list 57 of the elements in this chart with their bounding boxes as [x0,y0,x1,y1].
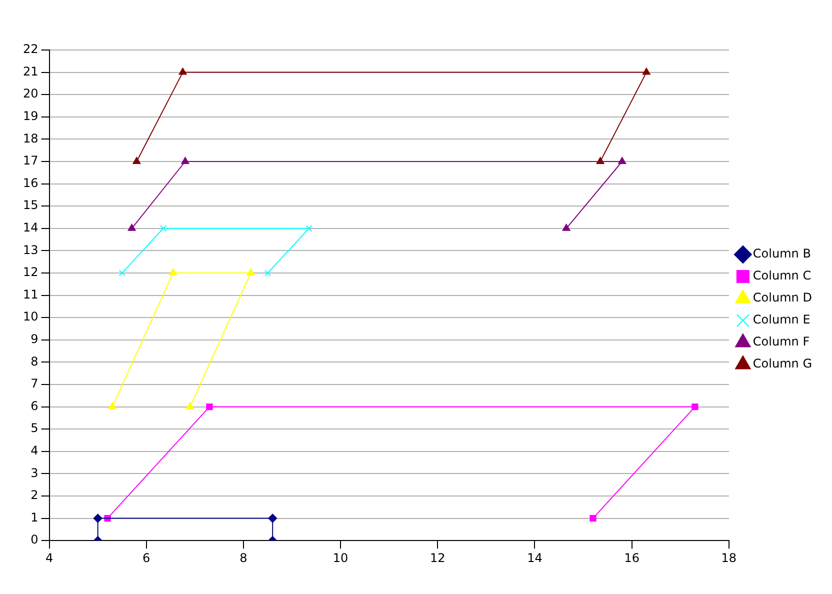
point [118,270,126,276]
y-tick-label: 10 [22,310,38,324]
point [108,402,116,410]
x-tick-label: 10 [332,550,348,565]
y-tick-label: 3 [30,466,38,480]
y-tick-label: 15 [22,198,38,212]
point [132,157,141,164]
y-tick-label: 1 [30,510,38,524]
point [128,224,136,231]
point [562,224,570,231]
y-tick-label: 8 [30,354,38,368]
x-tick-label: 6 [142,550,150,565]
y-tick-label: 12 [22,265,38,280]
y-tick-label: 0 [30,532,38,547]
point [618,157,626,164]
point [206,403,213,410]
legend-label: Column D [752,290,812,305]
point [169,268,178,276]
point [692,403,698,410]
legend-label: Column B [752,246,811,261]
point [186,402,194,410]
y-tick-label: 13 [22,242,38,257]
legend-label: Column F [752,334,810,349]
point [642,68,650,75]
x-tick-label: 8 [240,550,248,565]
legend-label: Column C [752,268,812,283]
y-tick-label: 5 [30,421,38,436]
legend-label: Column E [752,312,810,327]
y-tick-label: 17 [22,154,38,168]
y-tick-label: 21 [22,64,38,78]
point [590,514,596,522]
x-tick-label: 18 [721,550,737,565]
y-tick-label: 22 [22,42,38,56]
y-tick-label: 2 [30,488,38,502]
y-tick-label: 14 [22,220,38,235]
x-tick-label: 4 [45,550,54,565]
y-tick-label: 19 [22,109,38,124]
y-tick-label: 20 [22,86,38,101]
x-tick-label: 12 [430,550,446,565]
point [246,268,255,276]
y-tick-label: 11 [22,287,38,302]
point [93,514,102,523]
y-tick-label: 6 [30,398,38,413]
point [181,157,190,164]
point [306,225,312,232]
x-tick-label: 16 [624,550,640,565]
x-tick-label: 14 [527,550,542,565]
point [178,68,187,75]
point [264,270,272,276]
y-tick-label: 9 [30,332,38,346]
y-tick-label: 18 [22,131,38,146]
y-tick-label: 7 [30,376,38,391]
y-tick-label: 16 [22,176,38,190]
legend-label: Column G [752,356,812,371]
point [268,514,278,523]
point [160,225,167,232]
y-tick-label: 4 [30,444,38,458]
